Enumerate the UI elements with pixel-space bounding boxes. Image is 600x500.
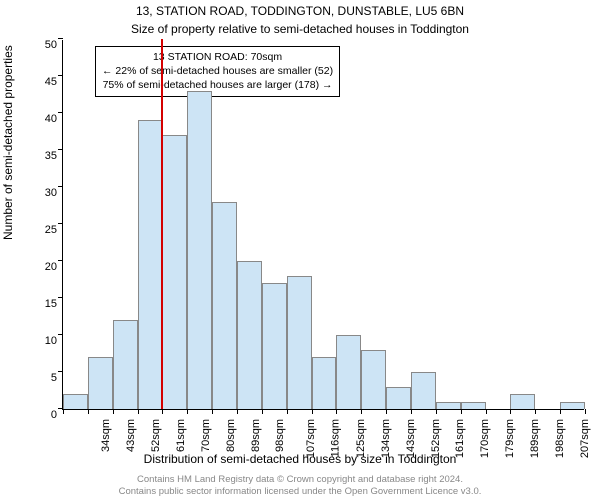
- x-tick-mark: [560, 409, 561, 414]
- x-axis-label: Distribution of semi-detached houses by …: [0, 452, 600, 466]
- y-tick-label: 40: [33, 113, 63, 125]
- x-tick-mark: [312, 409, 313, 414]
- y-tick-label: 30: [33, 187, 63, 199]
- histogram-bar: [461, 402, 486, 409]
- x-tick-mark: [386, 409, 387, 414]
- marker-line: [161, 39, 163, 409]
- y-tick-mark: [58, 260, 63, 261]
- histogram-bar: [287, 276, 312, 409]
- histogram-bar: [510, 394, 535, 409]
- x-tick-mark: [237, 409, 238, 414]
- histogram-bar: [88, 357, 113, 409]
- plot-area: 13 STATION ROAD: 70sqm ← 22% of semi-det…: [62, 40, 584, 410]
- x-tick-label: 34sqm: [100, 419, 112, 452]
- x-tick-label: 52sqm: [150, 419, 162, 452]
- histogram-bar: [436, 402, 461, 409]
- y-axis-label: Number of semi-detached properties: [1, 45, 15, 240]
- x-tick-mark: [187, 409, 188, 414]
- x-tick-mark: [138, 409, 139, 414]
- histogram-bar: [560, 402, 585, 409]
- x-tick-mark: [287, 409, 288, 414]
- x-tick-mark: [63, 409, 64, 414]
- histogram-bar: [212, 202, 237, 409]
- x-tick-label: 61sqm: [175, 419, 187, 452]
- y-tick-mark: [58, 223, 63, 224]
- annotation-box: 13 STATION ROAD: 70sqm ← 22% of semi-det…: [95, 46, 340, 97]
- histogram-bar: [187, 91, 212, 409]
- x-tick-mark: [262, 409, 263, 414]
- histogram-bar: [63, 394, 88, 409]
- histogram-bar: [411, 372, 436, 409]
- x-tick-label: 98sqm: [274, 419, 286, 452]
- title-main: 13, STATION ROAD, TODDINGTON, DUNSTABLE,…: [0, 4, 600, 18]
- y-tick-label: 25: [33, 224, 63, 236]
- y-tick-mark: [58, 38, 63, 39]
- x-tick-label: 89sqm: [250, 419, 262, 452]
- x-tick-mark: [411, 409, 412, 414]
- y-tick-label: 15: [33, 298, 63, 310]
- y-tick-label: 10: [33, 335, 63, 347]
- histogram-bar: [138, 120, 163, 409]
- x-tick-mark: [510, 409, 511, 414]
- y-tick-mark: [58, 75, 63, 76]
- footer: Contains HM Land Registry data © Crown c…: [0, 474, 600, 498]
- x-tick-mark: [88, 409, 89, 414]
- y-tick-mark: [58, 297, 63, 298]
- histogram-bar: [262, 283, 287, 409]
- x-tick-mark: [585, 409, 586, 414]
- y-tick-label: 5: [33, 372, 63, 384]
- x-tick-mark: [486, 409, 487, 414]
- annotation-line1: 13 STATION ROAD: 70sqm: [102, 50, 333, 64]
- x-tick-mark: [361, 409, 362, 414]
- x-tick-mark: [113, 409, 114, 414]
- x-tick-label: 43sqm: [125, 419, 137, 452]
- y-tick-mark: [58, 371, 63, 372]
- footer-line1: Contains HM Land Registry data © Crown c…: [0, 474, 600, 486]
- histogram-bar: [336, 335, 361, 409]
- histogram-bar: [113, 320, 138, 409]
- histogram-bar: [162, 135, 187, 409]
- annotation-line3: 75% of semi-detached houses are larger (…: [102, 78, 333, 92]
- y-tick-mark: [58, 149, 63, 150]
- histogram-bar: [312, 357, 337, 409]
- chart-container: 13, STATION ROAD, TODDINGTON, DUNSTABLE,…: [0, 0, 600, 500]
- histogram-bar: [237, 261, 262, 409]
- x-tick-label: 70sqm: [200, 419, 212, 452]
- y-tick-label: 0: [33, 409, 63, 421]
- y-tick-mark: [58, 186, 63, 187]
- footer-line2: Contains public sector information licen…: [0, 486, 600, 498]
- y-tick-label: 35: [33, 150, 63, 162]
- x-tick-mark: [162, 409, 163, 414]
- x-tick-mark: [212, 409, 213, 414]
- y-tick-label: 50: [33, 39, 63, 51]
- x-tick-mark: [535, 409, 536, 414]
- histogram-bar: [361, 350, 386, 409]
- x-tick-label: 80sqm: [225, 419, 237, 452]
- annotation-line2: ← 22% of semi-detached houses are smalle…: [102, 64, 333, 78]
- y-tick-label: 45: [33, 76, 63, 88]
- y-tick-mark: [58, 112, 63, 113]
- title-sub: Size of property relative to semi-detach…: [0, 22, 600, 36]
- x-tick-mark: [336, 409, 337, 414]
- x-tick-mark: [436, 409, 437, 414]
- y-tick-mark: [58, 334, 63, 335]
- x-tick-mark: [461, 409, 462, 414]
- histogram-bar: [386, 387, 411, 409]
- y-tick-label: 20: [33, 261, 63, 273]
